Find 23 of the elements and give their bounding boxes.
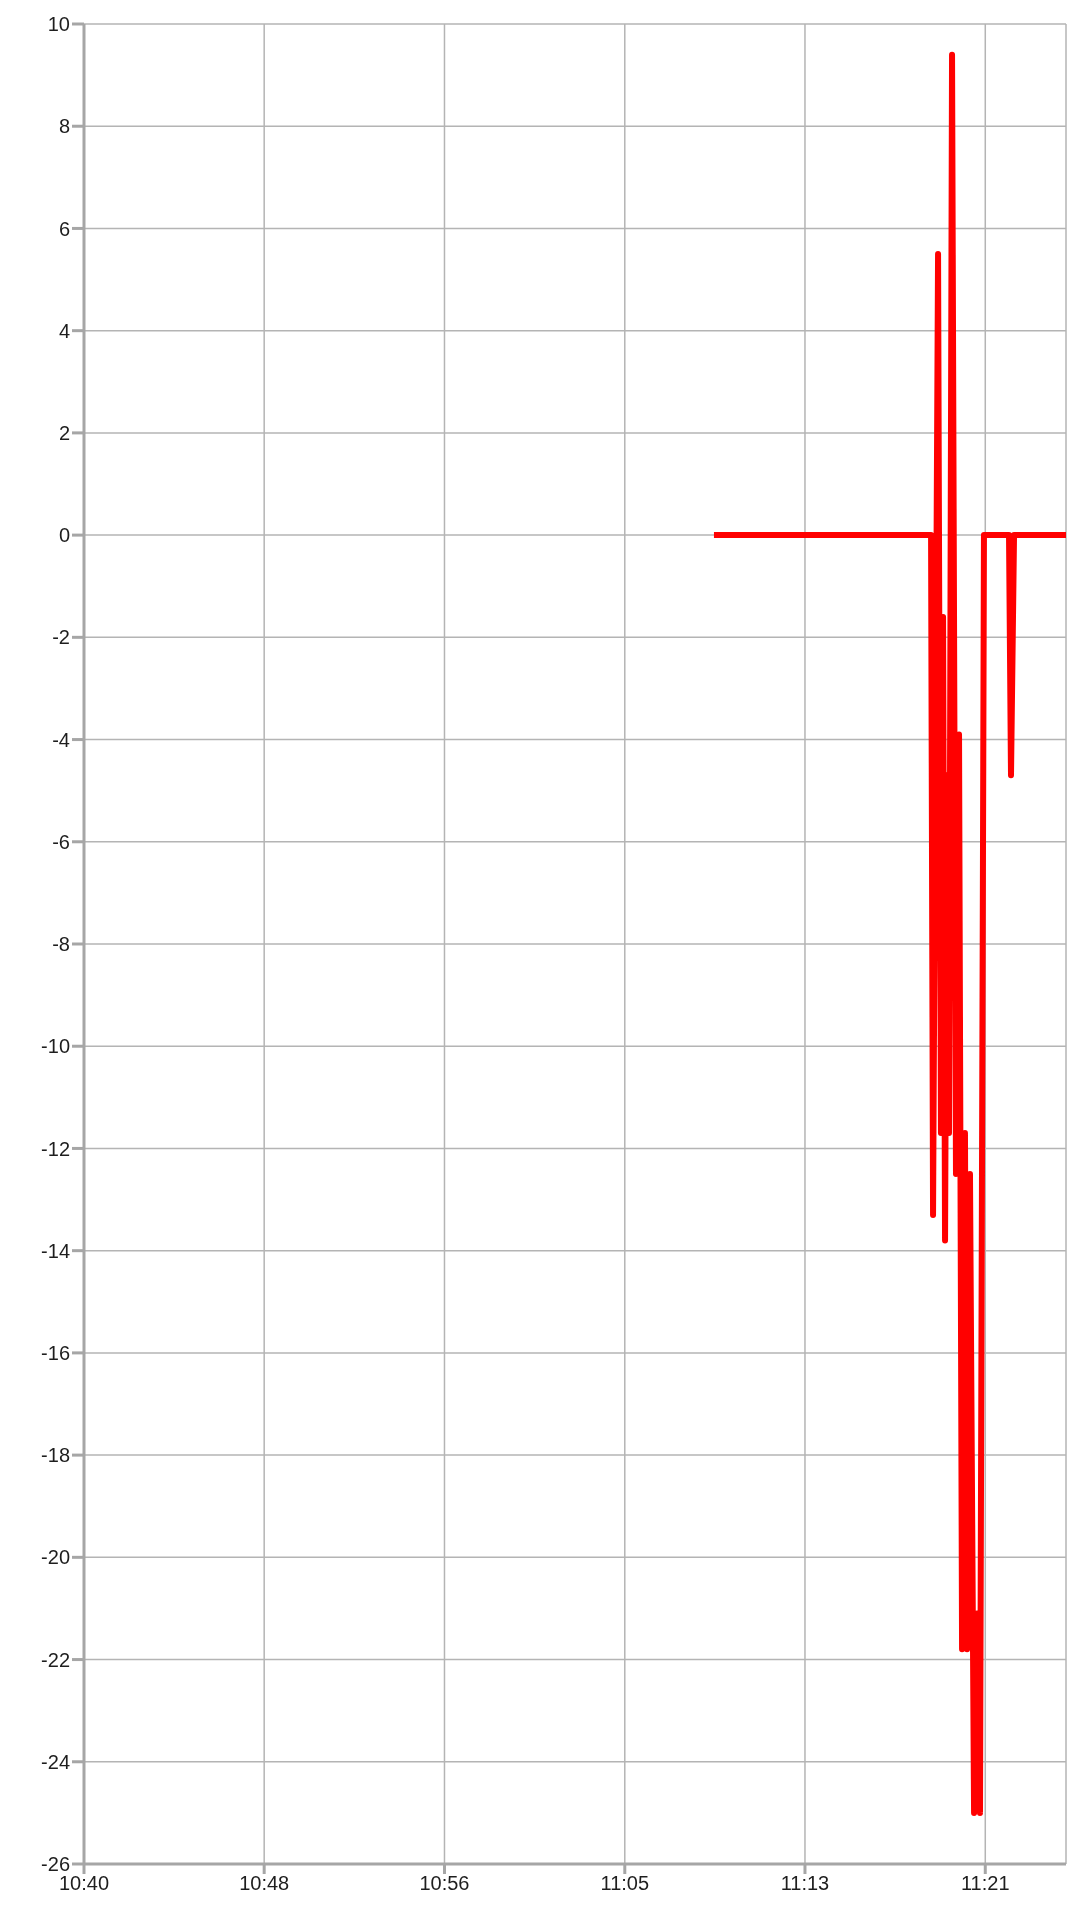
- y-tick-label: -10: [41, 1035, 70, 1058]
- y-tick-label: 4: [58, 319, 70, 342]
- y-tick-label: 2: [58, 421, 70, 444]
- x-tick-label: 11:05: [600, 1872, 650, 1895]
- y-tick-label: -8: [52, 933, 70, 956]
- x-tick-label: 11:21: [960, 1872, 1010, 1895]
- y-tick-label: -4: [52, 728, 70, 751]
- x-tick-label: 11:13: [780, 1872, 830, 1895]
- y-tick-label: 6: [58, 217, 70, 240]
- y-tick-label: -6: [52, 830, 70, 853]
- y-tick-label: -18: [41, 1444, 70, 1467]
- x-tick-label: 10:56: [419, 1872, 470, 1895]
- y-tick-label: -2: [52, 626, 70, 649]
- y-tick-label: -22: [41, 1648, 70, 1671]
- y-tick-label: 10: [47, 13, 70, 36]
- y-tick-label: 0: [58, 524, 70, 547]
- x-tick-label: 10:48: [239, 1872, 290, 1895]
- y-tick-label: -14: [41, 1239, 70, 1262]
- y-tick-label: 8: [58, 115, 70, 138]
- y-tick-label: -24: [41, 1750, 70, 1773]
- y-tick-label: -12: [41, 1137, 70, 1160]
- y-tick-label: -20: [41, 1546, 70, 1569]
- y-tick-label: -16: [41, 1341, 70, 1364]
